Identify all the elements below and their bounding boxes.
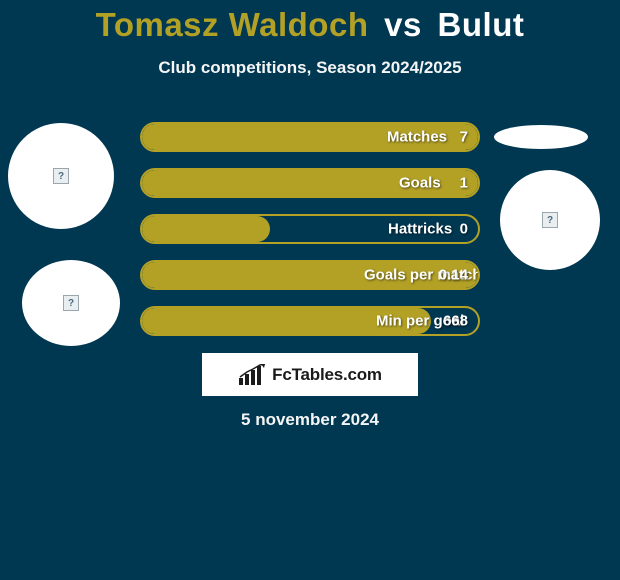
avatar: ?	[500, 170, 600, 270]
branding-text: FcTables.com	[272, 365, 382, 385]
title-player1: Tomasz Waldoch	[96, 6, 369, 43]
stats-bars: Matches 7 Goals 1 Hattricks 0 Goals per …	[140, 122, 480, 352]
bars-icon	[238, 364, 266, 386]
stat-bar-fill	[142, 124, 478, 150]
branding-panel: FcTables.com	[202, 353, 418, 396]
avatar: ?	[8, 123, 114, 229]
placeholder-icon: ?	[542, 212, 558, 228]
placeholder-icon: ?	[53, 168, 69, 184]
avatar	[494, 125, 588, 149]
stat-bar: Goals 1	[140, 168, 480, 198]
stat-bar-fill	[142, 170, 478, 196]
stat-bar: Min per goal 668	[140, 306, 480, 336]
subtitle: Club competitions, Season 2024/2025	[0, 58, 620, 78]
stat-label: Hattricks	[388, 221, 452, 238]
avatar: ?	[22, 260, 120, 346]
stat-value: 668	[443, 313, 468, 330]
page-title: Tomasz Waldoch vs Bulut	[0, 0, 620, 44]
stat-value: 0	[460, 221, 468, 238]
title-player2: Bulut	[438, 6, 525, 43]
placeholder-icon: ?	[63, 295, 79, 311]
stat-bar: Hattricks 0	[140, 214, 480, 244]
stat-bar: Matches 7	[140, 122, 480, 152]
date-text: 5 november 2024	[0, 410, 620, 430]
stat-bar: Goals per match 0.14	[140, 260, 480, 290]
stat-bar-fill	[142, 216, 270, 242]
stat-bar-fill	[142, 308, 431, 334]
stat-bar-fill	[142, 262, 478, 288]
title-vs: vs	[384, 6, 422, 43]
